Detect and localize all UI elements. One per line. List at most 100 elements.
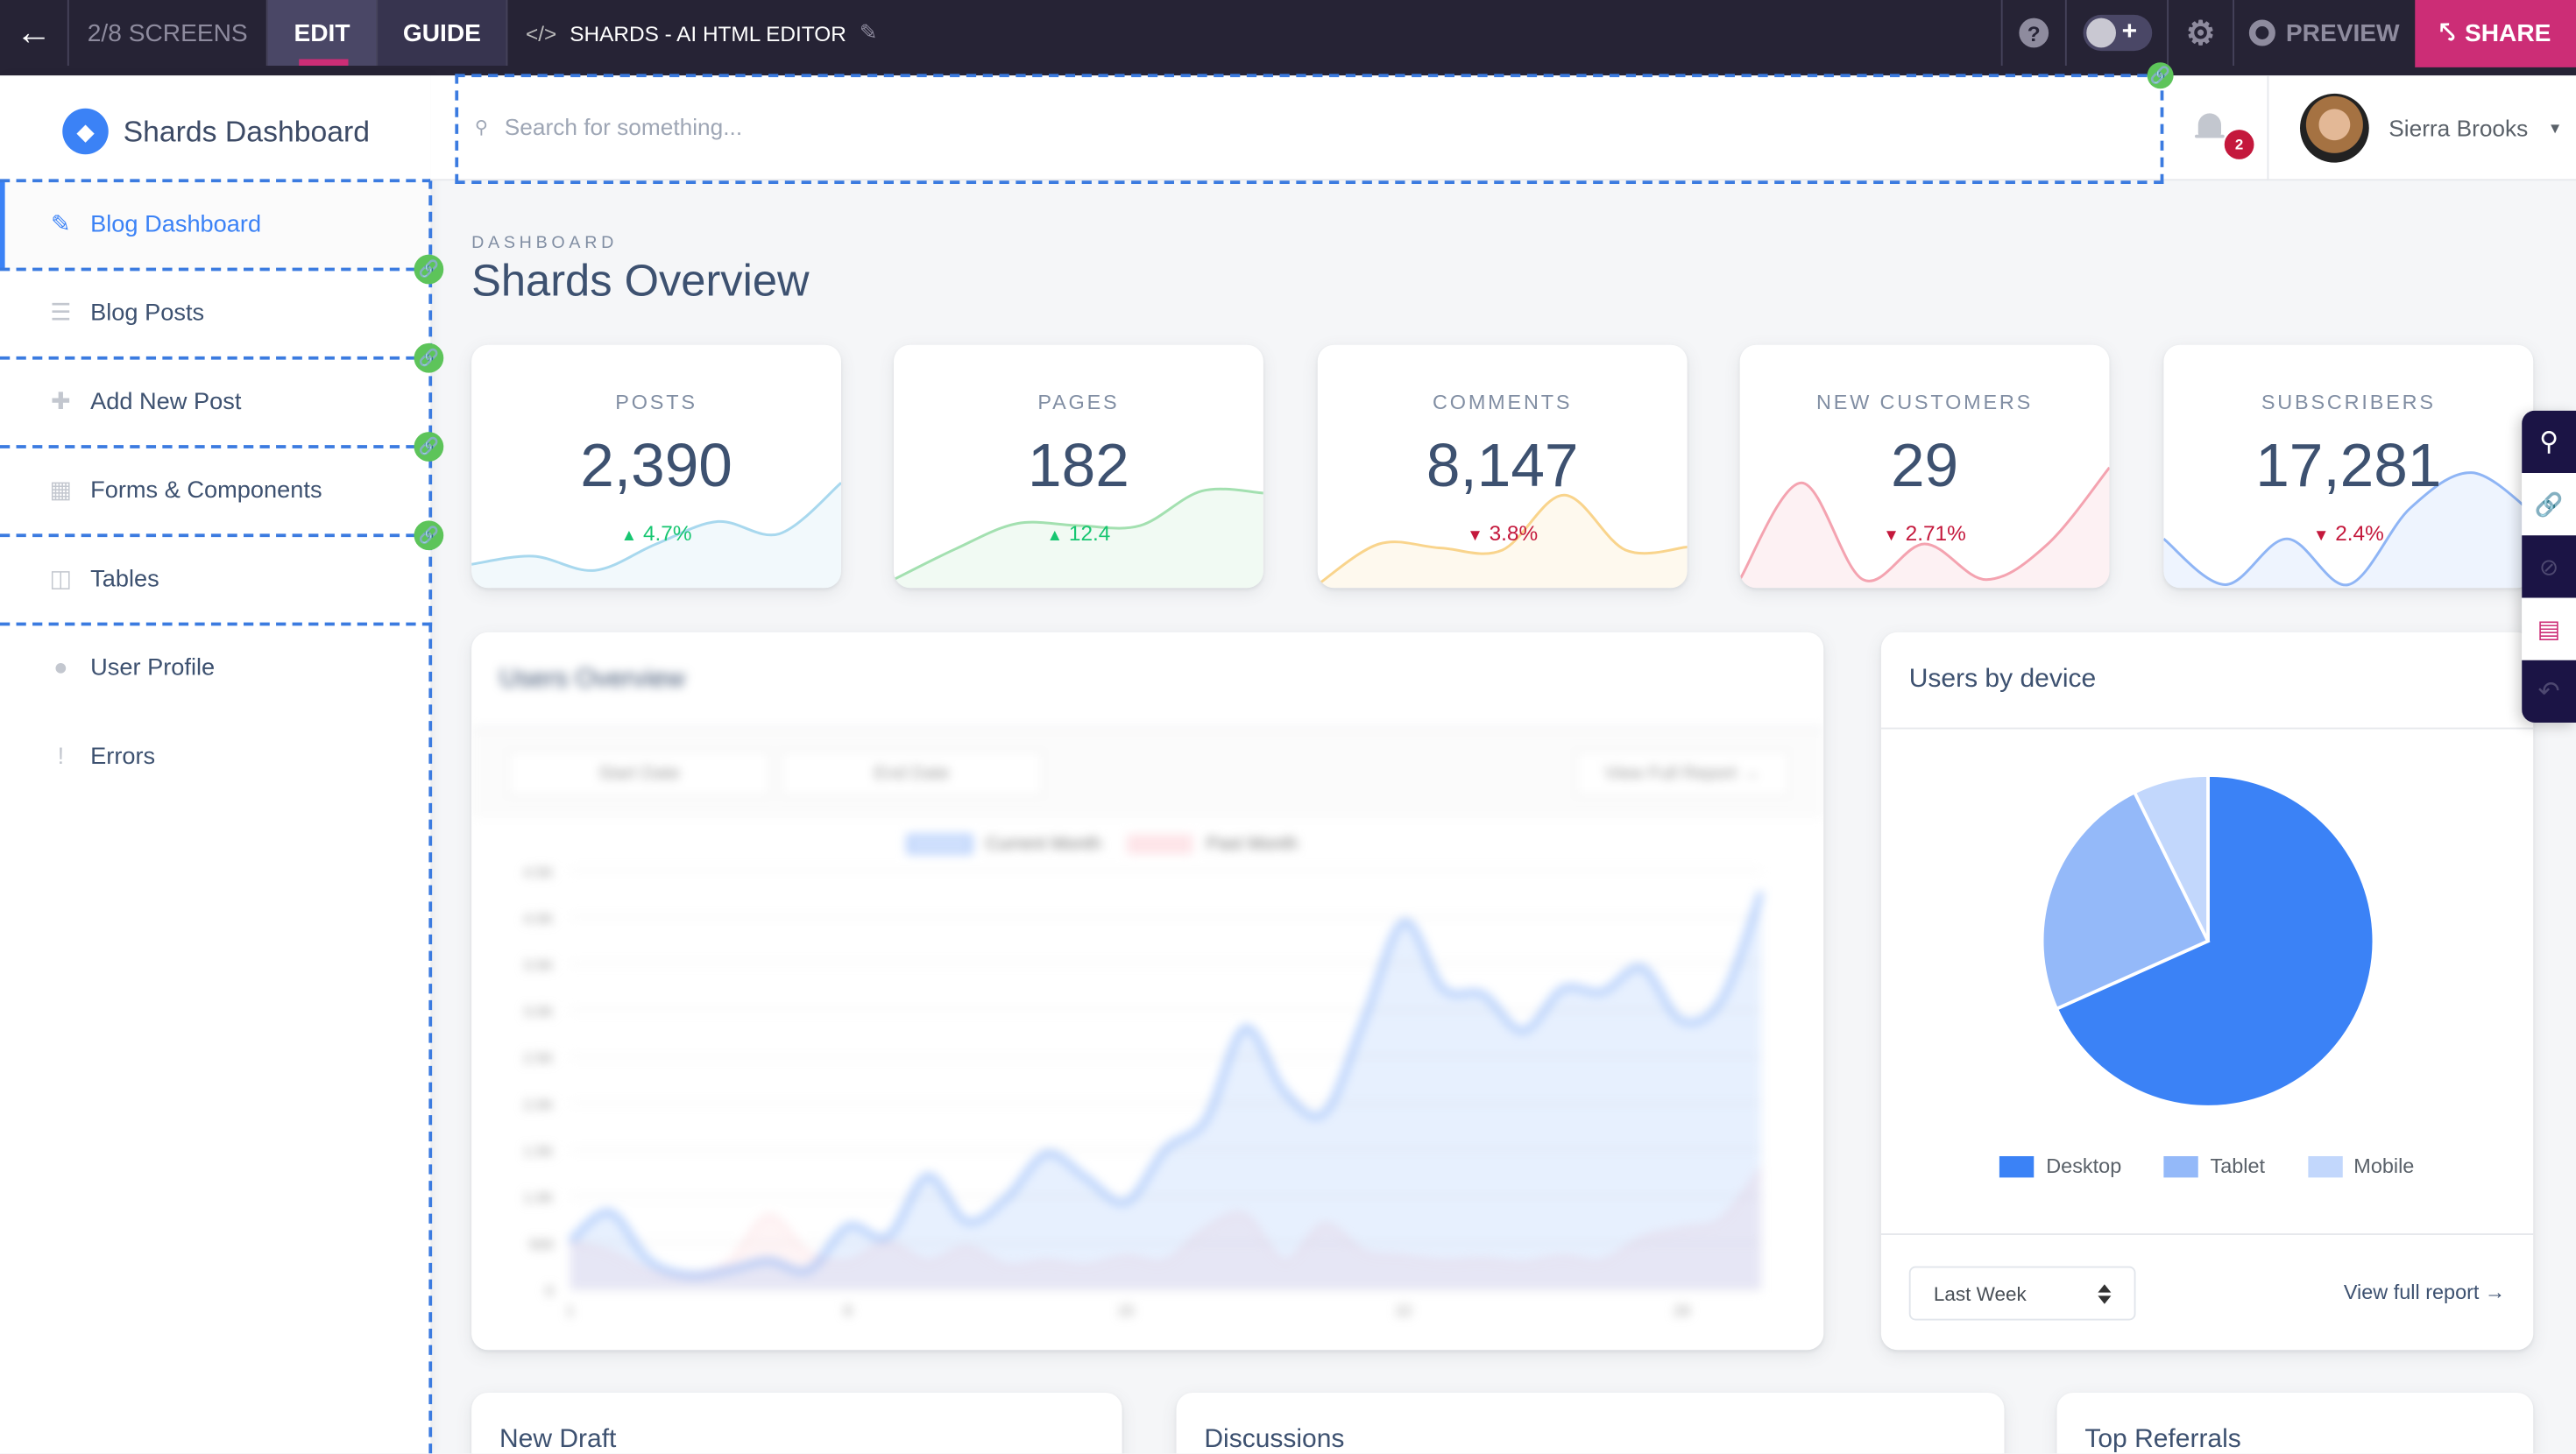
- tab-edit[interactable]: EDIT: [267, 0, 379, 66]
- add-collaborator-button[interactable]: +: [2067, 0, 2169, 66]
- users-by-device-card: Users by device Desktop Tablet Mobile Last…: [1880, 632, 2534, 1351]
- range-select[interactable]: Last Week: [1908, 1266, 2136, 1321]
- pie-slice-mobile[interactable]: [2132, 773, 2210, 942]
- divider: [1880, 727, 2534, 730]
- start-date-input[interactable]: Start Date: [507, 750, 771, 797]
- sidebar-item-user-profile[interactable]: ● User Profile: [0, 625, 430, 713]
- user-add-icon: +: [2082, 14, 2152, 52]
- sparkline: [471, 482, 841, 589]
- search-input[interactable]: ⚲ Search for something...: [475, 113, 1954, 139]
- active-tab-indicator: [299, 59, 349, 66]
- undo-tool-button[interactable]: ↶: [2522, 660, 2576, 723]
- pie-slice-tablet[interactable]: [2040, 790, 2211, 1012]
- new-draft-card: New Draft: [471, 1393, 1122, 1454]
- sidebar-item-label: User Profile: [90, 655, 216, 682]
- user-name: Sierra Brooks: [2388, 115, 2529, 142]
- preview-button[interactable]: PREVIEW: [2234, 0, 2415, 66]
- sidebar-item-errors[interactable]: ! Errors: [0, 713, 430, 801]
- sidebar-item-label: Blog Dashboard: [90, 211, 262, 238]
- notifications-button[interactable]: 2: [2195, 109, 2254, 159]
- brand-name: Shards Dashboard: [123, 114, 371, 147]
- share-button[interactable]: ⤣ SHARE: [2415, 0, 2576, 67]
- legend-swatch: [2163, 1155, 2199, 1177]
- stat-delta: ▼ 3.8%: [1318, 520, 1688, 545]
- view-full-report-link[interactable]: View full report →: [2343, 1281, 2506, 1304]
- hide-tool-button[interactable]: ⊘: [2522, 535, 2576, 598]
- sidebar-item-tables[interactable]: ◫ Tables: [0, 535, 430, 624]
- back-button[interactable]: ←: [0, 0, 69, 66]
- code-icon: </>: [526, 20, 557, 46]
- sidebar-item-add-new-post[interactable]: ✚ Add New Post: [0, 358, 430, 447]
- project-title[interactable]: </> SHARDS - AI HTML EDITOR ✎: [526, 20, 877, 46]
- sparkline-area: [1739, 467, 2110, 589]
- note-icon: ▤: [2537, 616, 2561, 644]
- sidebar-item-label: Forms & Components: [90, 477, 322, 505]
- selection-outline: [0, 622, 433, 626]
- screens-counter[interactable]: 2/8 SCREENS: [69, 0, 268, 66]
- series-line: [568, 890, 1765, 1279]
- stat-value: 29: [1890, 432, 1959, 499]
- eye-off-icon: ⊘: [2539, 552, 2559, 579]
- link-badge-icon[interactable]: 🔗: [414, 254, 444, 285]
- sidebar-item-blog-dashboard[interactable]: ✎ Blog Dashboard: [0, 180, 431, 270]
- sidebar-item-blog-posts[interactable]: ☰ Blog Posts: [0, 270, 430, 358]
- x-tick-label: 29: [1674, 1302, 1690, 1319]
- card-title: Users Overview: [499, 665, 685, 694]
- legend-item: Mobile: [2307, 1154, 2415, 1178]
- pencil-icon: ✎: [50, 211, 71, 238]
- sparkline-area: [894, 489, 1263, 589]
- legend-label: Current Month: [986, 834, 1101, 855]
- pie-slice-desktop[interactable]: [2054, 773, 2376, 1109]
- top-referrals-card: Top Referrals: [2056, 1393, 2534, 1454]
- gear-icon: ⚙: [2185, 15, 2216, 53]
- share-icon: ⤣: [2439, 18, 2455, 47]
- note-add-icon: ✚: [50, 389, 71, 416]
- y-tick-label: 1.0K: [523, 1189, 554, 1206]
- legend-item: Desktop: [1999, 1154, 2121, 1177]
- stat-delta-value: 2.4%: [2335, 520, 2384, 546]
- sparkline-area: [471, 483, 841, 589]
- arrow-up-icon: ▲: [620, 526, 638, 546]
- notes-tool-button[interactable]: ▤: [2522, 597, 2576, 660]
- legend-swatch: [907, 834, 973, 854]
- table-icon: ◫: [49, 566, 73, 593]
- stat-delta-value: 12.4: [1068, 520, 1111, 546]
- end-date-input[interactable]: End Date: [780, 750, 1044, 797]
- sparkline-area: [2163, 472, 2534, 589]
- card-title: New Draft: [499, 1425, 617, 1454]
- notification-badge: 2: [2224, 130, 2254, 159]
- help-button[interactable]: ?: [2000, 0, 2067, 66]
- stat-delta-value: 3.8%: [1489, 520, 1539, 546]
- stat-card-pages: PAGES 182 ▲ 12.4: [894, 344, 1263, 589]
- stat-delta-value: 4.7%: [642, 520, 692, 546]
- search-tool-button[interactable]: ⚲: [2522, 410, 2576, 473]
- view-full-report-button[interactable]: View Full Report →: [1575, 750, 1789, 797]
- y-tick-label: 4.0K: [523, 910, 554, 927]
- link-badge-icon[interactable]: 🔗: [414, 520, 444, 551]
- tab-guide[interactable]: GUIDE: [378, 0, 508, 66]
- series-line: [570, 1167, 1763, 1278]
- stat-label: SUBSCRIBERS: [2261, 391, 2436, 414]
- card-title: Top Referrals: [2084, 1425, 2241, 1454]
- link-tool-button[interactable]: 🔗: [2522, 473, 2576, 536]
- link-badge-icon[interactable]: 🔗: [414, 432, 444, 462]
- undo-icon: ↶: [2537, 678, 2560, 707]
- pie-legend: Desktop Tablet Mobile: [1881, 1154, 2533, 1177]
- stat-card-posts: POSTS 2,390 ▲ 4.7%: [471, 344, 841, 589]
- user-menu[interactable]: Sierra Brooks ▼: [2300, 93, 2563, 163]
- stat-delta-value: 2.71%: [1905, 520, 1966, 546]
- y-tick-label: 4.5K: [523, 864, 554, 880]
- link-badge-icon[interactable]: 🔗: [2147, 62, 2174, 89]
- sparkline-line: [894, 487, 1263, 582]
- legend-label: Mobile: [2353, 1154, 2415, 1178]
- brand-logo[interactable]: ◆ Shards Dashboard: [62, 108, 371, 155]
- users-overview-chart: 0 500 1.0K 1.5K 2.0K 2.5K 3.0K 3.5K 4.0K 4.5K 1 8 15…: [523, 864, 1765, 1319]
- project-title-text: SHARDS - AI HTML EDITOR: [570, 20, 846, 46]
- link-badge-icon[interactable]: 🔗: [414, 342, 444, 373]
- question-icon: ?: [2019, 18, 2049, 48]
- sidebar-item-forms-components[interactable]: ▦ Forms & Components: [0, 447, 430, 535]
- series-area: [570, 1168, 1761, 1289]
- floating-toolbar: ⚲ 🔗 ⊘ ▤ ↶: [2522, 410, 2576, 723]
- settings-button[interactable]: ⚙: [2169, 0, 2234, 66]
